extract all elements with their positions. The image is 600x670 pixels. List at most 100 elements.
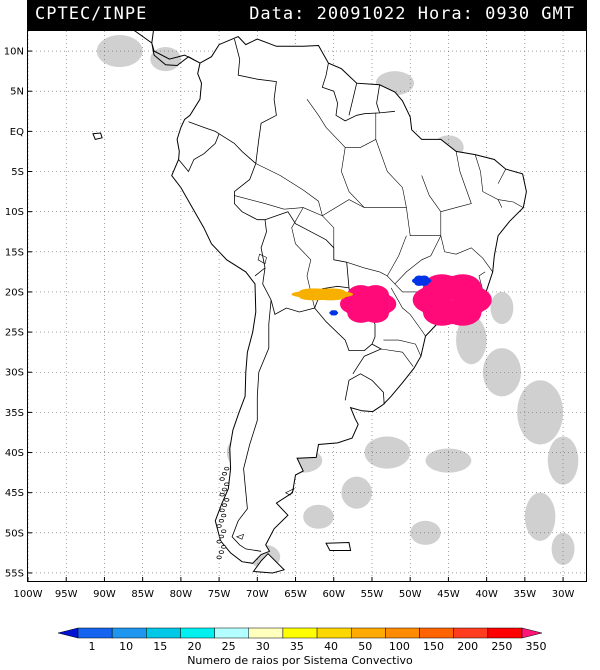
colorbar-segment — [419, 627, 454, 639]
colorbar-segment — [214, 627, 250, 639]
island-outline — [221, 503, 227, 507]
state-border — [383, 339, 422, 357]
island-outline — [221, 472, 227, 476]
state-border — [234, 195, 285, 210]
colorbar-tick-label: 100 — [389, 640, 410, 650]
latitude-label: 10S — [5, 207, 24, 218]
colorbar-low-arrow — [57, 627, 79, 639]
state-border — [291, 207, 315, 309]
state-border — [498, 199, 524, 208]
latitude-label: 35S — [5, 408, 24, 419]
longitude-label: 75W — [208, 589, 231, 600]
latitude-label: 15S — [5, 247, 24, 258]
lake-outline — [284, 488, 295, 496]
cloud-patch — [456, 316, 487, 365]
colorbar-tick-label: 350 — [526, 640, 547, 650]
longitude-label: 60W — [322, 589, 345, 600]
galapagos-outline — [92, 132, 103, 140]
island-outline — [221, 487, 227, 492]
longitude-label: 30W — [552, 589, 575, 600]
country-border — [218, 133, 257, 164]
colorbar-segment — [282, 627, 318, 639]
island-outline — [221, 513, 227, 518]
country-border — [231, 299, 272, 552]
colorbar-tick-label: 35 — [290, 640, 304, 650]
cloud-patch — [551, 532, 575, 565]
colorbar: 1 10 15 20 25 30 35 40 50 100 150 200 250 350 — [57, 627, 547, 650]
colorbar-tick-label: 50 — [358, 640, 372, 650]
colorbar-tick-label: 20 — [187, 640, 201, 650]
datetime-label: Data: 20091022 Hora: 0930 GMT — [249, 4, 575, 24]
cloud-patch — [524, 492, 556, 541]
colorbar-segment — [316, 627, 352, 639]
longitude-label: 95W — [55, 589, 78, 600]
longitude-label: 85W — [131, 589, 154, 600]
island-outline — [224, 466, 230, 471]
lightning-layer — [291, 274, 492, 326]
tierra-del-fuego-outline — [252, 552, 286, 574]
state-border — [421, 175, 442, 236]
island-outline — [216, 524, 222, 528]
country-border — [376, 84, 380, 114]
colorbar-segment — [350, 627, 386, 639]
island-outline — [221, 529, 227, 533]
colorbar-high-arrow — [521, 627, 543, 639]
cloud-patch — [490, 291, 514, 325]
state-border — [255, 163, 323, 216]
latitude-label: 5S — [11, 167, 24, 178]
latitude-label: 55S — [5, 568, 24, 579]
central-america-outline — [133, 31, 201, 67]
colorbar-tick-label: 40 — [324, 640, 338, 650]
island-outline — [221, 545, 227, 549]
longitude-label: 35W — [514, 589, 537, 600]
longitude-label: 100W — [14, 589, 43, 600]
island-outline — [218, 550, 224, 554]
longitude-label: 50W — [399, 589, 422, 600]
cloud-patch — [547, 436, 579, 485]
title-bar: CPTEC/INPE Data: 20091022 Hora: 0930 GMT — [27, 0, 587, 30]
colorbar-tick-label: 25 — [222, 640, 236, 650]
state-border — [346, 261, 388, 277]
island-outline — [216, 539, 222, 544]
lightning-cluster — [329, 310, 339, 316]
state-border — [474, 154, 503, 208]
country-border — [234, 38, 277, 164]
longitude-label: 90W — [93, 589, 116, 600]
colorbar-segment — [111, 627, 147, 639]
state-border — [322, 199, 441, 236]
latitude-label: EQ — [10, 127, 24, 138]
latitude-label: 5N — [10, 87, 24, 98]
state-border — [375, 139, 407, 208]
longitude-label: 55W — [361, 589, 384, 600]
island-outline — [216, 555, 222, 560]
cloud-patch — [410, 520, 441, 545]
island-outline — [218, 519, 224, 523]
state-border — [497, 168, 506, 184]
colorbar-tick-label: 10 — [119, 640, 133, 650]
country-border — [233, 163, 267, 277]
colorbar-caption: Numero de raios por Sistema Convectivo — [187, 654, 413, 667]
longitude-label: 80W — [170, 589, 193, 600]
lake-outline — [257, 253, 267, 265]
state-border — [440, 151, 472, 212]
colorbar-tick-label: 150 — [423, 640, 444, 650]
colorbar-segment — [77, 627, 113, 639]
map-canvas: 10N 5N EQ 5S 10S 15S 20S 25S 30S 35S 40S 45S 50S 55S 1… — [4, 30, 587, 600]
falklands-outline — [325, 541, 352, 551]
cloud-patch — [96, 35, 143, 68]
colorbar-tick-label: 250 — [491, 640, 512, 650]
state-border — [306, 99, 346, 148]
axis-labels: 10N 5N EQ 5S 10S 15S 20S 25S 30S 35S 40S 45S 50S 55S 1… — [4, 47, 575, 600]
longitude-label: 40W — [475, 589, 498, 600]
colorbar-segment — [248, 627, 284, 639]
island-outline — [219, 477, 225, 481]
agency-label: CPTEC/INPE — [35, 4, 148, 24]
longitude-label: 45W — [437, 589, 460, 600]
country-border — [262, 267, 350, 315]
latitude-label: 10N — [4, 47, 24, 58]
country-border — [348, 83, 358, 116]
longitude-label: 70W — [246, 589, 269, 600]
latitude-label: 45S — [5, 488, 24, 499]
country-border — [344, 373, 385, 405]
state-border — [386, 235, 442, 285]
